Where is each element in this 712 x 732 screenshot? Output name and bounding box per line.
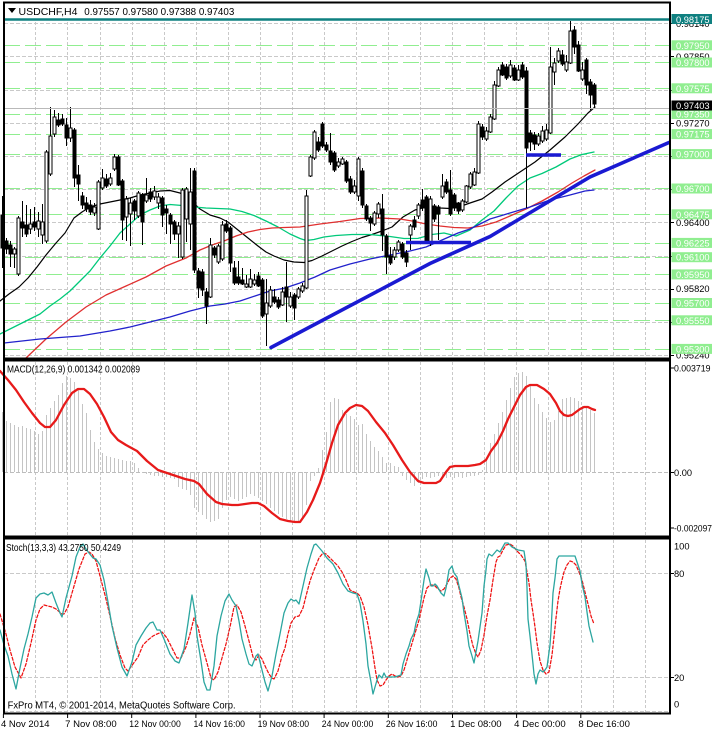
svg-text:USDCHF,H4: USDCHF,H4 (19, 7, 78, 18)
svg-text:0.96100: 0.96100 (676, 253, 710, 263)
svg-text:0.97950: 0.97950 (676, 41, 710, 51)
svg-text:0.95700: 0.95700 (676, 299, 710, 309)
svg-text:0.95550: 0.95550 (676, 316, 710, 326)
svg-text:19 Nov 08:00: 19 Nov 08:00 (258, 719, 310, 729)
svg-text:0.97403: 0.97403 (676, 101, 710, 111)
svg-text:7 Nov 08:00: 7 Nov 08:00 (65, 719, 117, 729)
svg-text:0.00: 0.00 (674, 468, 692, 478)
svg-text:4 Dec 00:00: 4 Dec 00:00 (514, 719, 566, 729)
svg-text:0.97175: 0.97175 (676, 130, 710, 140)
svg-text:0.95950: 0.95950 (676, 270, 710, 280)
svg-text:0.96700: 0.96700 (676, 184, 710, 194)
svg-text:80: 80 (674, 569, 684, 579)
svg-text:8 Dec 16:00: 8 Dec 16:00 (578, 719, 630, 729)
svg-text:0.97350: 0.97350 (676, 110, 710, 120)
svg-text:100: 100 (674, 542, 690, 552)
svg-text:0.95820: 0.95820 (676, 284, 710, 294)
svg-text:4 Nov 2014: 4 Nov 2014 (1, 719, 50, 729)
svg-text:0.97800: 0.97800 (676, 58, 710, 68)
svg-text:MACD(12,26,9) 0.001342 0.00208: MACD(12,26,9) 0.001342 0.002089 (7, 365, 140, 376)
svg-text:0.98175: 0.98175 (676, 15, 710, 25)
svg-text:24 Nov 00:00: 24 Nov 00:00 (322, 719, 374, 729)
svg-text:-0.002097: -0.002097 (674, 524, 712, 534)
svg-text:0.97557 0.97580 0.97388 0.9740: 0.97557 0.97580 0.97388 0.97403 (84, 7, 234, 18)
svg-text:0.003719: 0.003719 (674, 364, 711, 374)
svg-text:0.96400: 0.96400 (676, 218, 710, 228)
svg-text:0.96475: 0.96475 (676, 210, 710, 220)
svg-text:0.97575: 0.97575 (676, 84, 710, 94)
svg-text:FxPro MT4, © 2001-2014, MetaQu: FxPro MT4, © 2001-2014, MetaQuotes Softw… (8, 701, 236, 712)
svg-text:12 Nov 00:00: 12 Nov 00:00 (129, 719, 181, 729)
svg-text:0.95240: 0.95240 (676, 351, 710, 361)
svg-text:0.97270: 0.97270 (676, 118, 710, 128)
svg-text:0.95300: 0.95300 (676, 344, 710, 354)
svg-text:0.96225: 0.96225 (676, 238, 710, 248)
svg-text:1 Dec 08:00: 1 Dec 08:00 (450, 719, 502, 729)
svg-text:0.97000: 0.97000 (676, 150, 710, 160)
svg-text:14 Nov 16:00: 14 Nov 16:00 (194, 719, 246, 729)
svg-text:20: 20 (674, 673, 684, 683)
svg-text:0: 0 (674, 700, 679, 710)
svg-text:26 Nov 16:00: 26 Nov 16:00 (386, 719, 438, 729)
svg-text:Stoch(13,3,3) 43.2750 50.4249: Stoch(13,3,3) 43.2750 50.4249 (6, 543, 121, 554)
svg-text:0.97850: 0.97850 (676, 52, 710, 62)
